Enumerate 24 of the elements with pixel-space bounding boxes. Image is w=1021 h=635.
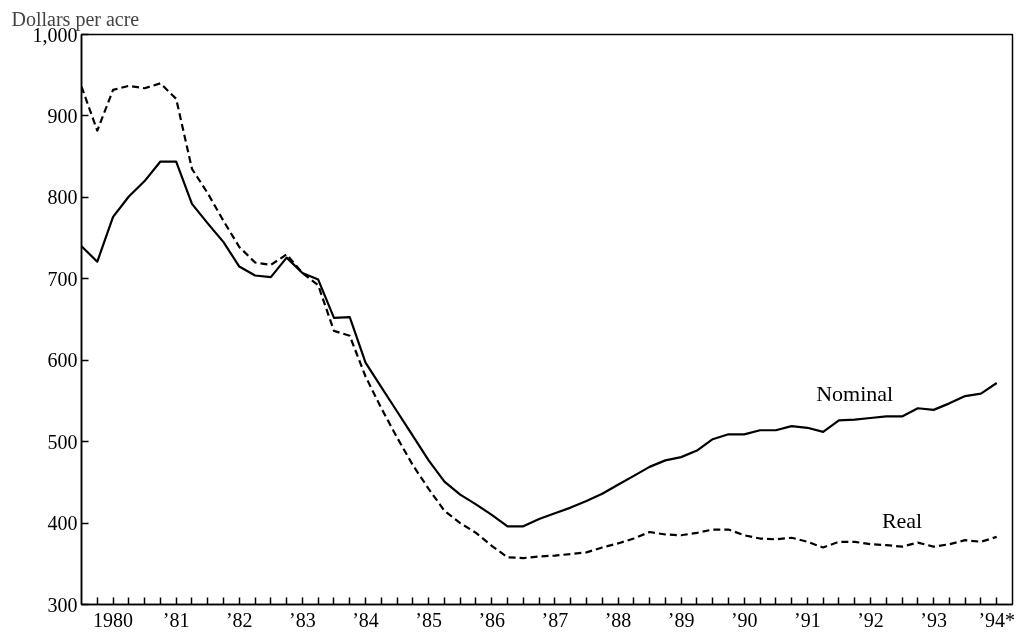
series-label: Real (881, 507, 923, 533)
x-tick-label: ’82 (225, 608, 253, 631)
y-tick-label: 800 (47, 186, 78, 209)
y-tick-label: 500 (47, 430, 78, 453)
series-label: Nominal (816, 380, 894, 406)
x-tick-label: ’92 (857, 608, 884, 631)
y-tick-label: 700 (47, 267, 78, 290)
y-tick-label: 300 (47, 593, 78, 616)
y-tick-label: 900 (47, 104, 78, 127)
x-tick-label: ’81 (162, 608, 190, 631)
x-tick-label: 1980 (93, 608, 134, 631)
y-tick-label: 600 (47, 349, 78, 372)
x-tick-label: ’94* (978, 608, 1016, 631)
x-tick-label: ’90 (730, 608, 758, 631)
y-tick-label: 400 (47, 512, 78, 535)
x-tick-label: ’88 (604, 608, 632, 631)
x-tick-label: ’87 (541, 608, 569, 631)
x-tick-label: ’89 (667, 608, 695, 631)
x-tick-label: ’86 (478, 608, 506, 631)
x-tick-label: ’84 (352, 608, 379, 631)
x-tick-label: ’93 (920, 608, 947, 631)
x-tick-label: ’91 (794, 608, 821, 631)
x-tick-label: ’85 (415, 608, 442, 631)
x-tick-label: ’83 (289, 608, 316, 631)
